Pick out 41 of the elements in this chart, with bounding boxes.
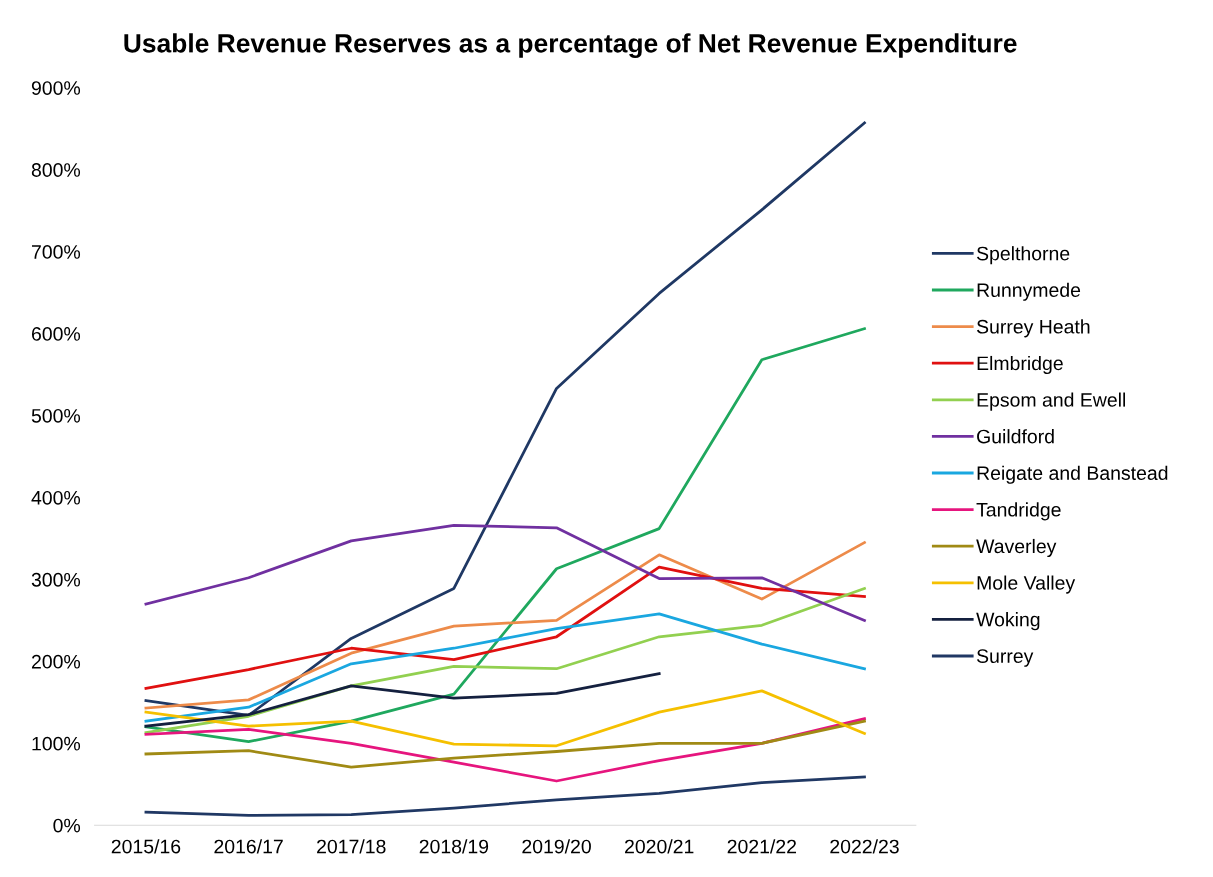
legend-label: Elmbridge — [977, 355, 1063, 375]
legend-label: Waverley — [976, 538, 1057, 558]
y-tick-label: 0% — [53, 818, 81, 833]
y-tick-label: 200% — [31, 654, 81, 669]
line-series — [144, 327, 866, 744]
x-tick-label: 2016/17 — [214, 839, 283, 854]
line-series — [144, 689, 866, 748]
line-series — [144, 121, 866, 717]
y-tick-label: 700% — [31, 245, 81, 259]
y-tick-label: 900% — [31, 81, 81, 95]
y-tick-label: 800% — [31, 163, 81, 177]
line-series — [144, 719, 866, 769]
y-tick-label: 300% — [31, 572, 81, 587]
x-tick-label: 2020/21 — [625, 839, 694, 854]
legend-label: Woking — [976, 612, 1040, 631]
legend-label: Epsom and Ewell — [977, 392, 1126, 411]
y-tick-label: 600% — [31, 327, 81, 341]
legend-label: Spelthorne — [976, 246, 1070, 265]
x-tick-label: 2017/18 — [317, 839, 386, 854]
legend-label: Mole Valley — [977, 575, 1076, 594]
legend-label: Guildford — [977, 429, 1054, 444]
legend-label: Surrey — [976, 649, 1034, 667]
line-series — [144, 612, 866, 723]
y-tick-label: 500% — [31, 408, 81, 423]
x-tick-label: 2022/23 — [830, 839, 899, 854]
x-tick-label: 2018/19 — [419, 839, 489, 854]
x-tick-label: 2021/22 — [727, 839, 797, 854]
line-series — [144, 775, 866, 817]
legend-label: Reigate and Banstead — [977, 465, 1168, 484]
legend-label: Runnymede — [977, 282, 1081, 301]
y-tick-label: 400% — [31, 490, 81, 505]
chart-title: Usable Revenue Reserves as a percentage of Net Revenue Expenditure — [124, 33, 1017, 58]
x-tick-label: 2015/16 — [111, 839, 181, 854]
x-tick-label: 2019/20 — [522, 839, 591, 854]
line-series — [144, 523, 866, 622]
y-tick-label: 100% — [32, 736, 81, 751]
line-series — [144, 672, 661, 728]
line-series — [144, 565, 866, 690]
line-series — [144, 541, 866, 710]
legend-label: Tandridge — [976, 502, 1061, 521]
legend-label: Surrey Heath — [976, 319, 1090, 338]
